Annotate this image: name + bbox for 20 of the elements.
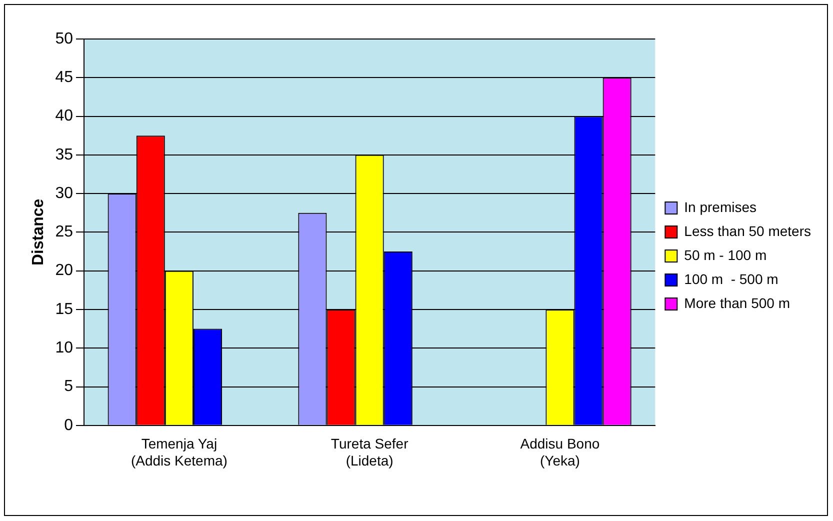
- legend-label: Less than 50 meters: [684, 222, 812, 239]
- x-tick-label: Addisu Bono (Yeka): [520, 436, 600, 468]
- y-tick-label: 50: [55, 30, 74, 48]
- x-tick-label: Temenja Yaj (Addis Ketema): [130, 436, 228, 468]
- y-tick-label: 30: [55, 184, 74, 202]
- y-tick-label: 15: [55, 300, 74, 318]
- y-tick-label: 35: [55, 146, 74, 164]
- y-tick-label: 45: [55, 69, 74, 86]
- legend-label: In premises: [684, 198, 757, 215]
- legend-label: 50 m - 100 m: [684, 246, 767, 263]
- y-tick-label: 40: [55, 108, 74, 125]
- x-tick-label: Tureta Sefer (Lideta): [330, 436, 409, 468]
- y-tick-label: 5: [64, 378, 74, 396]
- legend-label: More than 500 m: [684, 294, 790, 311]
- y-tick-label: 20: [55, 262, 74, 280]
- y-axis-title: Distance: [30, 198, 48, 266]
- y-tick-label: 0: [64, 416, 74, 434]
- legend-label: 100 m - 500 m: [684, 270, 778, 287]
- y-tick-label: 25: [55, 224, 74, 241]
- y-tick-label: 10: [55, 340, 74, 357]
